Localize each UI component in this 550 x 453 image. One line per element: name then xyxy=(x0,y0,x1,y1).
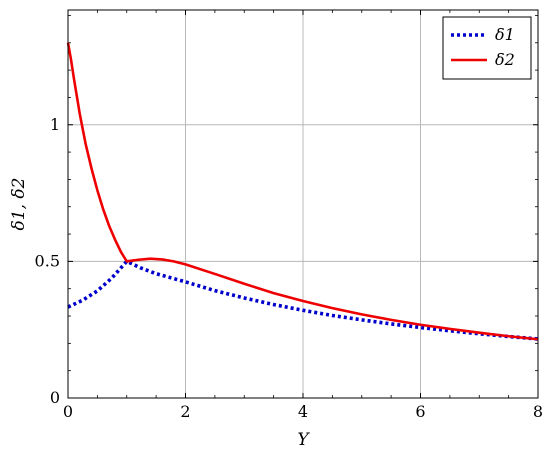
plot-frame xyxy=(67,9,539,399)
grid xyxy=(68,10,538,398)
y-tick-label: 0 xyxy=(50,388,60,407)
legend-label-delta1: δ1 xyxy=(495,25,515,44)
series-line-1 xyxy=(67,259,539,341)
tick-labels: 0 2 4 6 8 0 0.5 1 xyxy=(35,115,544,421)
legend-box xyxy=(442,16,532,80)
y-tick-label: 0.5 xyxy=(35,251,60,270)
legend: δ1 δ2 xyxy=(442,16,532,80)
x-tick-label: 6 xyxy=(415,402,425,421)
y-tick-label: 1 xyxy=(50,115,60,134)
x-axis-label: Y xyxy=(297,430,310,450)
x-tick-label: 0 xyxy=(63,402,73,421)
x-tick-label: 8 xyxy=(533,402,543,421)
x-tick-label: 2 xyxy=(180,402,190,421)
y-axis-label: δ1, δ2 xyxy=(9,178,29,231)
x-tick-label: 4 xyxy=(298,402,308,421)
legend-label-delta2: δ2 xyxy=(495,50,515,69)
series-line-2 xyxy=(66,42,539,341)
series-layer xyxy=(66,42,539,341)
